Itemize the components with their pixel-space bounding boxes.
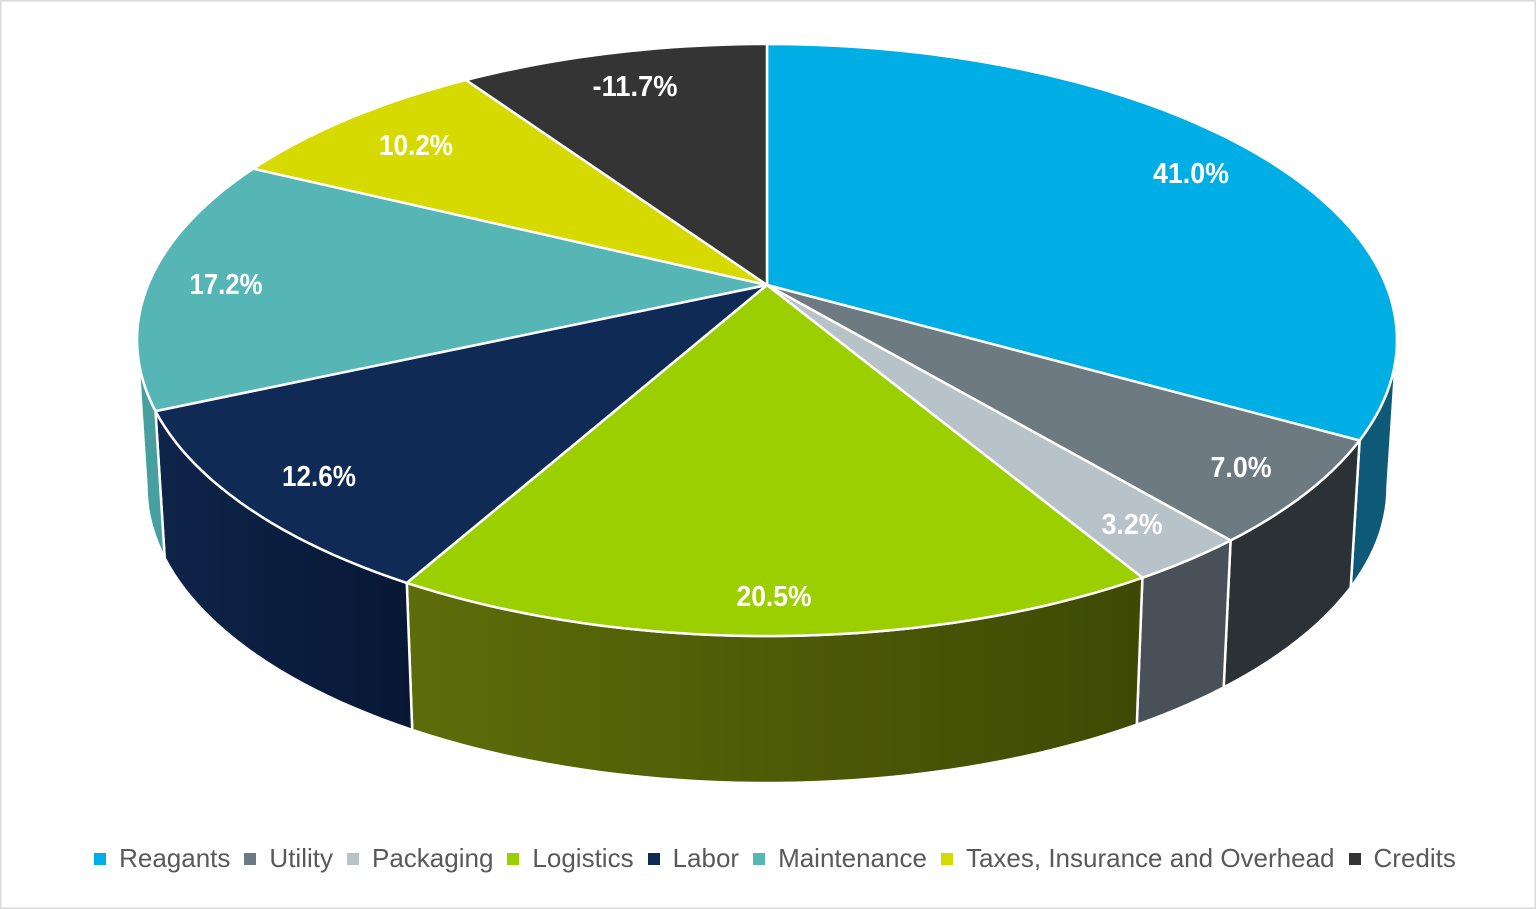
svg-text:7.0%: 7.0% bbox=[1211, 452, 1272, 484]
svg-text:10.2%: 10.2% bbox=[379, 130, 453, 162]
svg-text:-11.7%: -11.7% bbox=[593, 71, 678, 103]
svg-text:12.6%: 12.6% bbox=[282, 461, 356, 493]
svg-text:20.5%: 20.5% bbox=[737, 581, 812, 613]
svg-text:41.0%: 41.0% bbox=[1153, 158, 1229, 190]
svg-text:3.2%: 3.2% bbox=[1102, 509, 1163, 541]
svg-text:17.2%: 17.2% bbox=[190, 269, 263, 301]
